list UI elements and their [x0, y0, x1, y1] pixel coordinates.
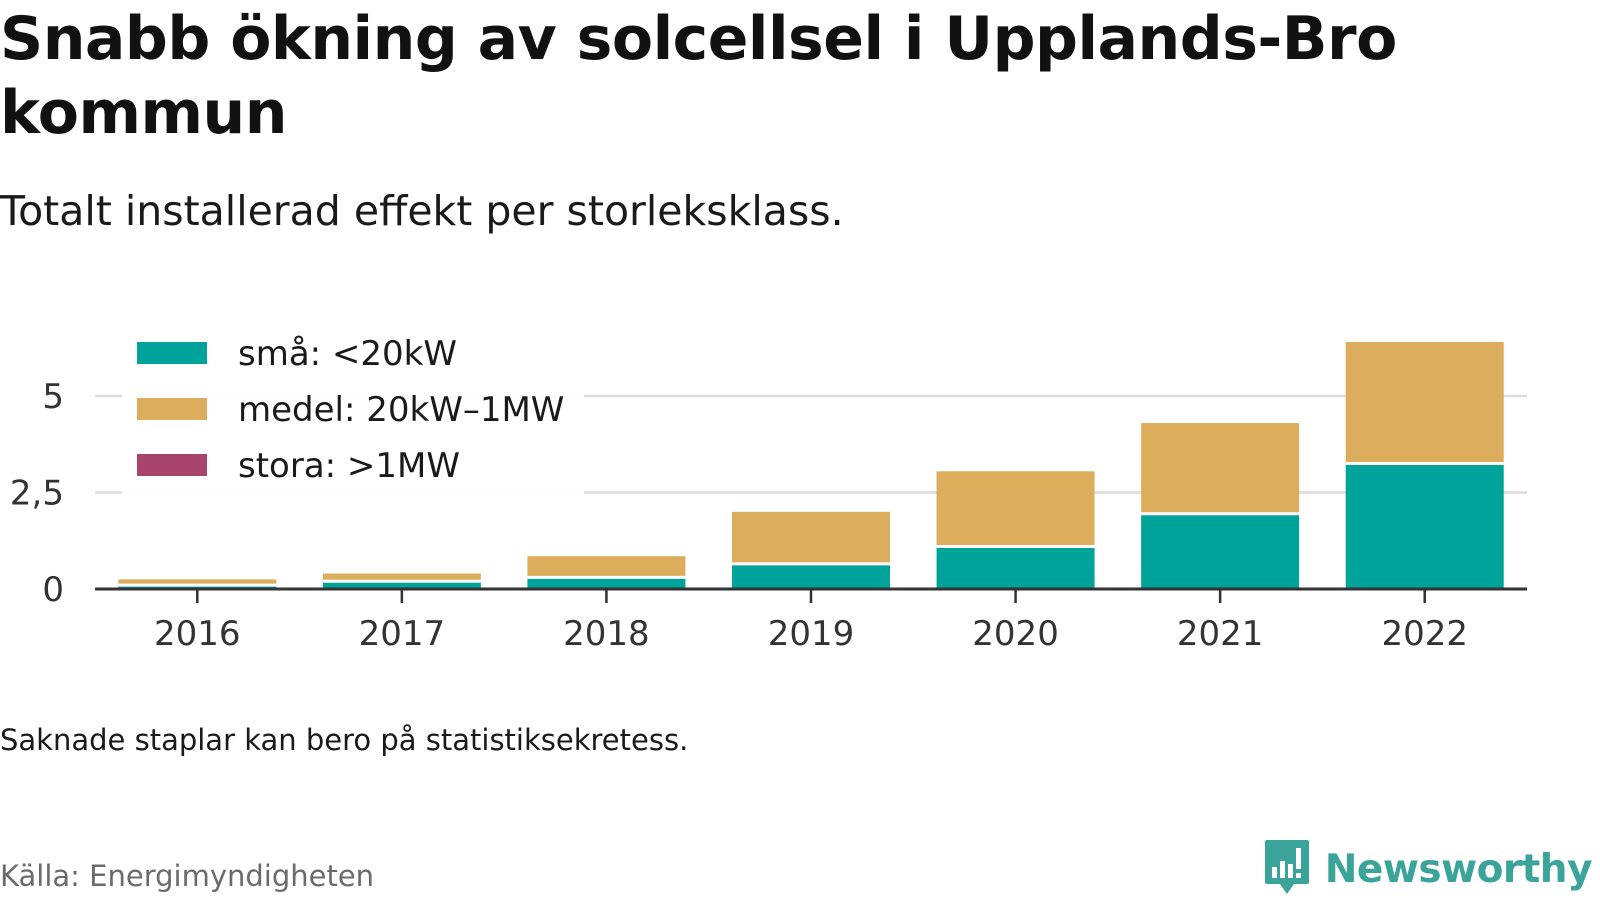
x-tick-label: 2022	[1381, 614, 1468, 654]
legend-label: medel: 20kW–1MW	[238, 390, 564, 430]
bar-segment	[322, 581, 481, 589]
bar-segment	[732, 511, 890, 564]
chart-title: Snabb ökning av solcellsel i Upplands-Br…	[0, 4, 1397, 148]
y-tick-label: 0	[42, 570, 64, 610]
legend-label: små: <20kW	[238, 334, 457, 374]
stacked-bar-chart: 02,55 2016 2017 2018 2019 2020 2021 2022 små: …	[10, 322, 1527, 654]
x-axis-ticks: 2016 2017 2018 2019 2020 2021 2022	[154, 589, 1468, 654]
legend: små: <20kW medel: 20kW–1MW stora: >1MW	[122, 322, 584, 498]
bars	[118, 341, 1504, 589]
bar-segment	[1345, 341, 1504, 464]
chart-subtitle: Totalt installerad effekt per storlekskl…	[0, 187, 844, 235]
bar-chart-speech-bubble-icon	[1264, 840, 1309, 894]
bar-segment	[936, 546, 1095, 589]
bar-segment	[1141, 423, 1300, 514]
bar-segment	[936, 471, 1095, 547]
y-axis-ticks: 02,55	[10, 377, 64, 610]
bar-segment	[322, 573, 481, 582]
bar-segment	[1141, 513, 1300, 589]
legend-swatch	[137, 454, 207, 476]
bar-segment	[527, 577, 686, 589]
bar-segment	[118, 585, 277, 589]
x-tick-label: 2020	[972, 614, 1059, 654]
legend-swatch	[137, 342, 207, 364]
y-tick-label: 5	[42, 377, 64, 417]
bar-segment	[118, 579, 277, 586]
y-tick-label: 2,5	[10, 474, 64, 514]
x-tick-label: 2019	[768, 614, 855, 654]
bar-segment	[1345, 463, 1504, 589]
newsworthy-logo: Newsworthy	[1263, 838, 1593, 900]
bar-segment	[732, 563, 890, 589]
x-tick-label: 2016	[154, 614, 241, 654]
x-tick-label: 2018	[563, 614, 650, 654]
legend-swatch	[137, 398, 207, 420]
x-tick-label: 2021	[1177, 614, 1264, 654]
chart-source: Källa: Energimyndigheten	[0, 859, 375, 893]
brand-name: Newsworthy	[1324, 846, 1593, 892]
bar-segment	[527, 556, 686, 578]
chart-footnote: Saknade staplar kan bero på statistiksek…	[0, 723, 689, 757]
x-tick-label: 2017	[359, 614, 446, 654]
legend-label: stora: >1MW	[238, 446, 460, 486]
